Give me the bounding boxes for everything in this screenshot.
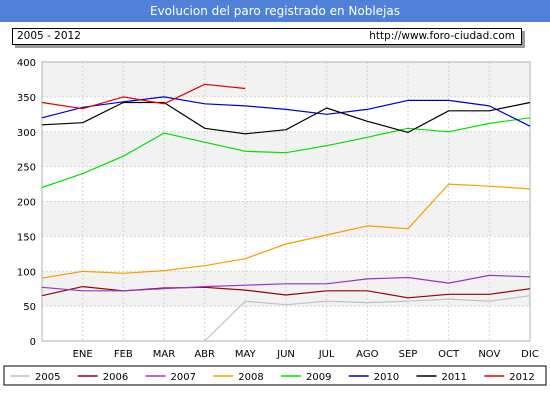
series-line-2007: [41, 274, 531, 292]
x-tick-label: MAY: [235, 349, 257, 360]
series-lines: [41, 83, 531, 342]
legend-label: 2011: [442, 372, 467, 383]
y-tick-label: 50: [23, 302, 36, 313]
x-tick-label: NOV: [478, 349, 500, 360]
y-tick-label: 200: [17, 198, 36, 209]
plot-frame: [41, 61, 531, 342]
legend-frame: [3, 365, 547, 386]
y-tick-label: 100: [17, 267, 36, 278]
x-axis-labels: ENE FEB MAR ABR MAY JUN JUL AGO SEP OCT NOV DIC: [73, 349, 539, 360]
x-tick-label: MAR: [153, 349, 175, 360]
y-tick-label: 400: [17, 58, 36, 69]
y-axis-labels: 0 50 100 150 200 250 300 350 400: [17, 58, 36, 348]
x-tick-label: JUL: [318, 349, 335, 360]
plot-band: [42, 271, 530, 307]
series-line-2010: [41, 96, 531, 127]
legend-label: 2009: [306, 372, 331, 383]
legend-label: 2008: [238, 372, 263, 383]
source-url: http://www.foro-ciudad.com: [369, 30, 515, 42]
y-tick-label: 150: [17, 232, 36, 243]
series-line-2011: [41, 101, 531, 135]
legend: 2005 2006 2007 2008 2009 2010 2011 2012: [3, 365, 547, 386]
x-tick-label: DIC: [521, 349, 539, 360]
x-tick-label: OCT: [438, 349, 460, 360]
legend-label: 2007: [171, 372, 196, 383]
x-tick-label: SEP: [399, 349, 418, 360]
period-label: 2005 - 2012: [17, 30, 81, 42]
x-tick-label: JUN: [276, 349, 295, 360]
series-line-2008: [41, 183, 531, 279]
x-tick-label: AGO: [356, 349, 378, 360]
plot-band: [42, 131, 530, 167]
x-tick-label: FEB: [114, 349, 133, 360]
info-box: 2005 - 2012 http://www.foro-ciudad.com: [12, 28, 522, 45]
y-tick-label: 300: [17, 128, 36, 139]
legend-label: 2005: [35, 372, 60, 383]
legend-label: 2010: [374, 372, 399, 383]
series-line-2005: [204, 295, 531, 342]
legend-label: 2006: [103, 372, 128, 383]
chart-title: Evolucion del paro registrado en Nobleja…: [0, 0, 550, 22]
x-tick-label: ABR: [194, 349, 215, 360]
x-tick-label: ENE: [73, 349, 93, 360]
y-tick-label: 350: [17, 93, 36, 104]
y-tick-label: 0: [30, 337, 36, 348]
grid-lines: [41, 61, 531, 342]
y-tick-label: 250: [17, 163, 36, 174]
legend-label: 2012: [509, 372, 534, 383]
series-line-2012: [41, 83, 246, 110]
series-line-2009: [41, 117, 531, 189]
